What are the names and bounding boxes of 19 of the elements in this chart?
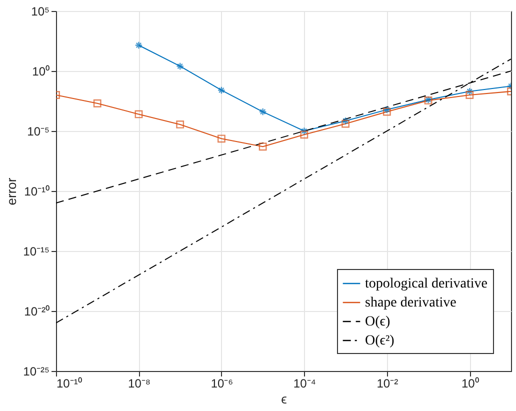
x-tick-label: 10⁻¹⁰: [56, 376, 82, 390]
x-tick-label: 10⁻⁴: [293, 376, 316, 390]
x-tick-label: 10⁻⁸: [128, 376, 150, 390]
y-tick-label: 10⁰: [32, 64, 50, 78]
x-axis-title: ϵ: [281, 392, 288, 406]
legend-label: O(ϵ): [365, 314, 390, 330]
y-tick-label: 10⁻¹⁰: [24, 184, 50, 198]
y-tick-label: 10⁻¹⁵: [23, 244, 50, 258]
legend-label: shape derivative: [365, 296, 456, 310]
legend-label: topological derivative: [365, 276, 488, 292]
y-tick-label: 10⁻²⁰: [24, 304, 50, 318]
x-tick-label: 10⁻²: [376, 376, 398, 390]
x-tick-label: 10⁰: [461, 376, 479, 390]
legend-label: O(ϵ²): [365, 334, 395, 348]
y-tick-label: 10⁻²⁵: [23, 364, 50, 378]
y-axis-title: error: [4, 177, 20, 206]
y-tick-label: 10⁻⁵: [27, 124, 50, 138]
x-tick-label: 10⁻⁶: [210, 376, 234, 390]
y-tick-label: 10⁵: [31, 4, 50, 18]
